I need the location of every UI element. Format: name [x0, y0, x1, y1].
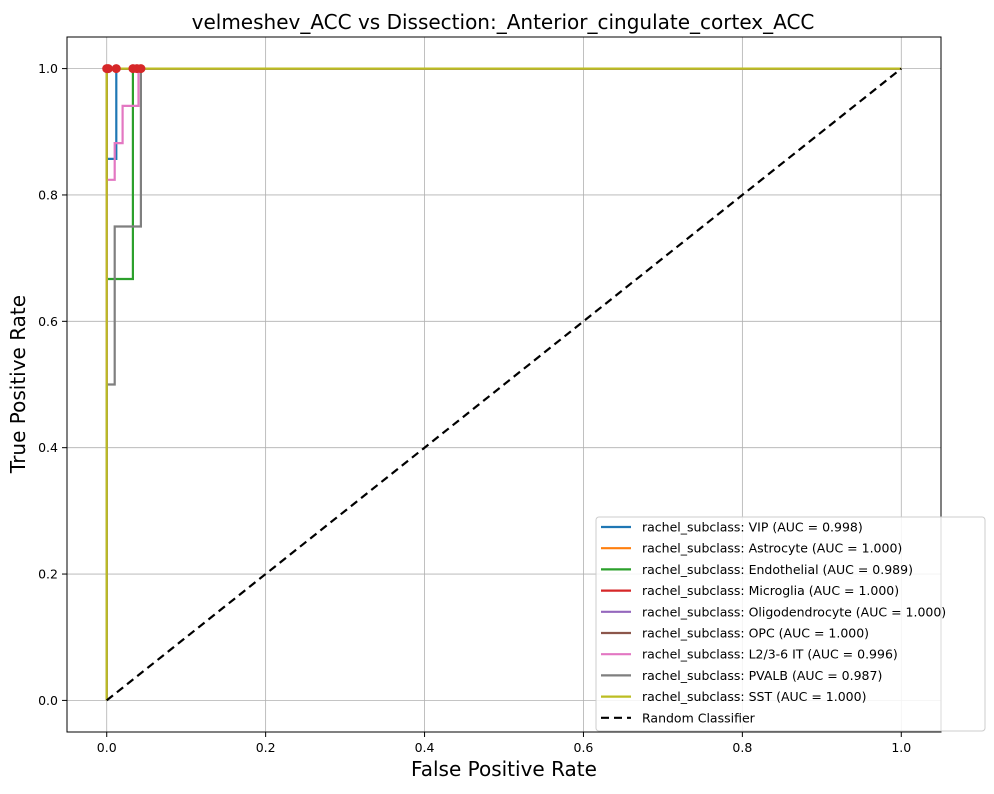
legend-label: rachel_subclass: Oligodendrocyte (AUC = …	[642, 604, 946, 619]
y-tick-label: 0.4	[38, 440, 58, 455]
legend-label: rachel_subclass: Astrocyte (AUC = 1.000)	[642, 541, 902, 556]
x-tick-label: 0.8	[732, 740, 752, 755]
legend-label: rachel_subclass: Microglia (AUC = 1.000)	[642, 583, 899, 598]
series-line-9	[106, 67, 902, 702]
plot-frame	[66, 36, 942, 733]
legend-label: rachel_subclass: VIP (AUC = 0.998)	[642, 520, 863, 535]
x-tick-label: 0.0	[97, 740, 117, 755]
legend-label: rachel_subclass: L2/3-6 IT (AUC = 0.996)	[642, 647, 898, 662]
x-tick-label: 0.6	[574, 740, 594, 755]
legend-label: rachel_subclass: PVALB (AUC = 0.987)	[642, 668, 882, 683]
x-tick-label: 0.2	[256, 740, 276, 755]
threshold-marker	[103, 64, 113, 74]
legend-label: rachel_subclass: Endothelial (AUC = 0.98…	[642, 562, 913, 577]
legend-frame	[595, 516, 986, 732]
legend-items: rachel_subclass: VIP (AUC = 0.998) rachel…	[601, 520, 946, 725]
legend-label: rachel_subclass: OPC (AUC = 1.000)	[642, 626, 869, 641]
threshold-marker	[111, 64, 121, 74]
y-tick-label: 0.0	[38, 693, 58, 708]
y-tick-label: 1.0	[38, 61, 58, 76]
threshold-marker	[136, 64, 146, 74]
x-axis-label: False Positive Rate	[411, 757, 597, 781]
axis-ticks: 0.0 0.2 0.4 0.6 0.8 1.0 0.0 0.2 0.4 0.6 0.8 1.0	[38, 61, 911, 755]
y-tick-label: 0.8	[38, 187, 58, 202]
legend-label: Random Classifier	[642, 710, 756, 725]
x-tick-label: 1.0	[891, 740, 911, 755]
legend: rachel_subclass: VIP (AUC = 0.998) rachel…	[595, 516, 986, 732]
y-tick-label: 0.2	[38, 567, 58, 582]
x-tick-label: 0.4	[415, 740, 435, 755]
y-tick-label: 0.6	[38, 314, 58, 329]
chart-title: velmeshev_ACC vs Dissection:_Anterior_ci…	[192, 10, 815, 34]
series-line-6	[105, 67, 902, 701]
plot-area	[102, 64, 902, 702]
legend-label: rachel_subclass: SST (AUC = 1.000)	[642, 689, 866, 704]
y-axis-label: True Positive Rate	[6, 295, 30, 474]
